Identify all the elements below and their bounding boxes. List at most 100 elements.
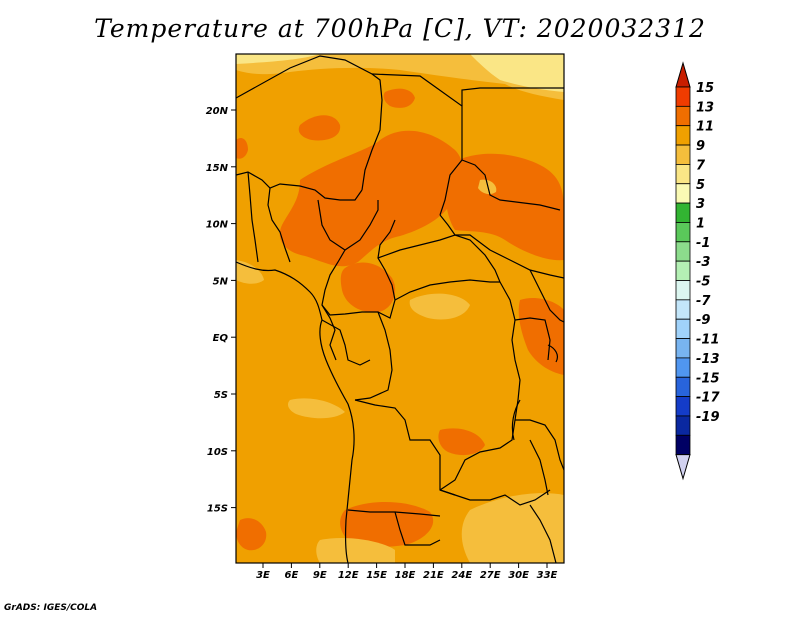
- lon-label: 3E: [256, 570, 270, 581]
- border-north-1: [236, 55, 383, 191]
- colorbar-label: 9: [696, 139, 705, 154]
- field-warm-lakes: [518, 298, 564, 375]
- border-nigeria: [317, 199, 379, 251]
- lat-label: 10N: [206, 220, 229, 231]
- colorbar-label: 7: [696, 158, 706, 173]
- border-zambia: [439, 489, 551, 506]
- lat-label: 20N: [206, 106, 229, 117]
- colorbar-box: [675, 396, 691, 417]
- colorbar-box: [675, 434, 691, 456]
- lat-label: EQ: [213, 333, 229, 344]
- field-mid-east2: [478, 179, 497, 195]
- grads-credit: GrADS: IGES/COLA: [4, 603, 98, 613]
- border-sudan-s: [439, 214, 564, 279]
- border-north-3: [461, 87, 564, 106]
- colorbar-box: [675, 376, 691, 398]
- lat-label: 5S: [214, 390, 228, 401]
- colorbar-label: -19: [696, 410, 720, 425]
- lon-label: 24E: [451, 570, 472, 581]
- colorbar-label: 13: [696, 100, 714, 115]
- colorbar-box: [675, 299, 691, 320]
- field-warm-east: [445, 153, 564, 261]
- lon-label: 6E: [285, 570, 299, 581]
- colorbar-arrow-top: [675, 61, 691, 88]
- map-frame: [235, 53, 565, 564]
- field-mid-eqwest: [236, 260, 264, 284]
- country-borders: [236, 55, 564, 563]
- lon-label: 30E: [508, 570, 529, 581]
- colorbar-label: 11: [696, 120, 714, 135]
- colorbar-label: 1: [696, 216, 705, 231]
- border-chad-sudan: [461, 159, 561, 211]
- colorbar-box: [675, 125, 691, 146]
- border-malawi: [529, 439, 549, 496]
- colorbar-box: [675, 357, 691, 378]
- colorbar-label: -9: [696, 313, 710, 328]
- border-west-2: [267, 187, 291, 263]
- colorbar-box: [675, 260, 691, 281]
- field-warm-cameroon: [340, 262, 396, 313]
- lon-label: 12E: [338, 570, 359, 581]
- colorbar-box: [675, 163, 691, 185]
- border-drc-main: [439, 281, 521, 491]
- border-angola-n: [354, 399, 456, 496]
- map-title: Temperature at 700hPa [C], VT: 202003231…: [94, 14, 706, 43]
- border-west-3: [247, 171, 259, 263]
- colorbar-box: [675, 86, 691, 107]
- border-congo: [321, 319, 371, 366]
- lon-label: 21E: [423, 570, 444, 581]
- field-mid-congo: [409, 293, 470, 320]
- colorbar-label: -13: [696, 352, 720, 367]
- colorbar-label: -11: [696, 333, 720, 348]
- colorbar-box: [675, 105, 691, 127]
- lon-axis: 3E 6E 9E 12E 15E 18E 21E 24E 27E 30E 33E: [256, 563, 558, 581]
- colorbar-label: -1: [696, 236, 710, 251]
- border-kenya: [529, 269, 564, 323]
- field-base: [236, 54, 564, 563]
- field-warm-west: [236, 138, 248, 159]
- field-cool-top-ne: [470, 54, 564, 92]
- colorbar-label: -17: [696, 391, 720, 406]
- colorbar-label: -7: [696, 294, 711, 309]
- colorbar-box: [675, 241, 691, 262]
- lat-axis: 20N 15N 10N 5N EQ 5S 10S 15S: [206, 106, 236, 515]
- field-warm-north2: [383, 88, 415, 108]
- border-lake: [511, 344, 559, 441]
- colorbar-box: [675, 222, 691, 243]
- border-west-1: [236, 171, 363, 201]
- coastline-west: [236, 261, 355, 563]
- colorbar-label: -5: [696, 275, 710, 290]
- colorbar-label: -3: [696, 255, 710, 270]
- border-tanzania: [515, 419, 564, 471]
- border-east-coast: [529, 504, 557, 563]
- colorbar-box: [675, 338, 691, 359]
- colorbar-box: [675, 318, 691, 339]
- border-south-1: [394, 511, 441, 546]
- lat-label: 5N: [213, 276, 229, 287]
- lon-label: 27E: [480, 570, 501, 581]
- field-mid-atlantic: [288, 398, 345, 419]
- colorbar: 15 13 11 9 7 5 3 1 -1 -3 -5 -7 -9 -11 -13 -15 -17 -19: [675, 61, 720, 481]
- colorbar-box: [675, 202, 691, 223]
- lat-label: 15S: [207, 504, 228, 515]
- border-uganda: [514, 317, 551, 361]
- lon-label: 9E: [313, 570, 327, 581]
- lat-label: 10S: [207, 447, 228, 458]
- field-warm-north: [298, 115, 341, 141]
- colorbar-box: [675, 144, 691, 165]
- temperature-field: [236, 54, 564, 563]
- field-warm-sw: [236, 518, 267, 551]
- colorbar-label: -15: [696, 371, 720, 386]
- border-drc-west: [354, 311, 393, 401]
- colorbar-box: [675, 280, 691, 301]
- field-mid-south: [316, 538, 395, 563]
- colorbar-label: 5: [696, 178, 705, 193]
- lon-label: 15E: [366, 570, 387, 581]
- lat-label: 15N: [206, 163, 229, 174]
- field-warm-zambia: [438, 428, 485, 456]
- colorbar-arrow-bottom: [675, 454, 691, 481]
- lon-label: 33E: [537, 570, 558, 581]
- colorbar-box: [675, 415, 691, 436]
- colorbar-label: 3: [696, 197, 705, 212]
